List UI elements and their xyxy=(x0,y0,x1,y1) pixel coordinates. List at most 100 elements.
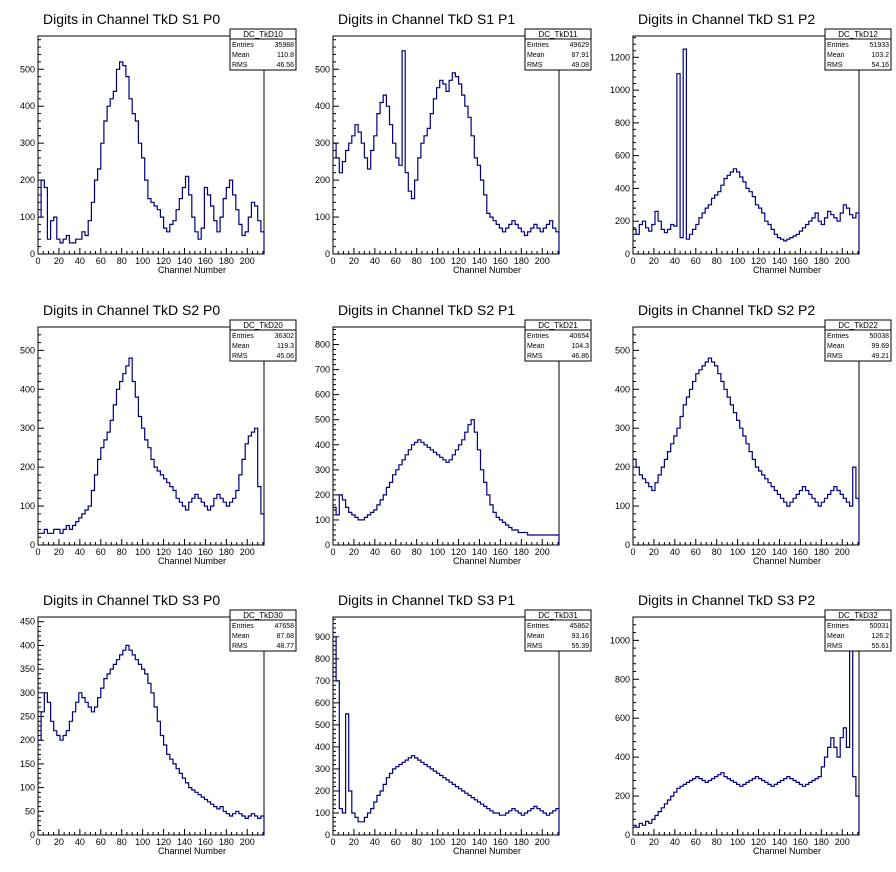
chart-7-stats-entries-value: 47658 xyxy=(275,623,295,630)
chart-2-x-tick-label: 180 xyxy=(514,256,529,266)
chart-9-x-tick-label: 200 xyxy=(835,837,850,847)
chart-7-panel: Digits in Channel TkD S3 P0 0 20 40 60 80 100 1… xyxy=(20,592,297,856)
chart-8-stats-rms-label: RMS xyxy=(527,643,543,650)
chart-3-x-tick-label: 180 xyxy=(814,256,829,266)
chart-8-y-tick-label: 700 xyxy=(315,676,330,686)
chart-3-x-tick-label: 200 xyxy=(835,256,850,266)
chart-2-x-tick-label: 200 xyxy=(535,256,550,266)
chart-3-stats-box xyxy=(824,28,892,71)
chart-5-x-axis-label: Channel Number xyxy=(453,556,521,566)
chart-4-x-tick-label: 20 xyxy=(54,547,64,557)
chart-2-plot-frame xyxy=(332,35,560,255)
chart-6-y-tick-label: 100 xyxy=(615,501,630,511)
chart-4-y-tick-label: 100 xyxy=(20,501,35,511)
chart-9-y-tick-label: 0 xyxy=(625,830,630,840)
chart-5-plot-frame xyxy=(332,326,560,546)
chart-6-x-tick-label: 100 xyxy=(730,547,745,557)
chart-8-stats-rms-value: 55.39 xyxy=(571,643,589,650)
chart-7-stats-rms-label: RMS xyxy=(232,643,248,650)
chart-3-x-tick-label: 140 xyxy=(772,256,787,266)
chart-4-x-tick-label: 200 xyxy=(240,547,255,557)
chart-7-x-tick-label: 40 xyxy=(75,837,85,847)
chart-6-stats-mean-value: 99.69 xyxy=(871,343,889,350)
chart-3-x-tick-label: 160 xyxy=(793,256,808,266)
chart-5-y-tick-label: 800 xyxy=(315,340,330,350)
chart-7-x-tick-label: 60 xyxy=(96,837,106,847)
chart-1-x-axis-label: Channel Number xyxy=(158,265,226,275)
chart-3-x-tick-label: 40 xyxy=(670,256,680,266)
chart-7-y-tick-label: 150 xyxy=(20,759,35,769)
chart-7-x-tick-label: 120 xyxy=(156,837,171,847)
chart-9-x-tick-label: 20 xyxy=(649,837,659,847)
chart-1-plot-frame xyxy=(37,35,265,255)
chart-2-x-tick-label: 140 xyxy=(472,256,487,266)
chart-9-panel: Digits in Channel TkD S3 P2 0 20 40 60 80 100 1… xyxy=(610,592,892,856)
chart-7-histogram-line xyxy=(38,644,265,835)
chart-7-x-tick-label: 180 xyxy=(219,837,234,847)
chart-2-x-tick-label: 120 xyxy=(451,256,466,266)
chart-8-x-tick-label: 200 xyxy=(535,837,550,847)
chart-3-stats-mean-label: Mean xyxy=(827,52,845,59)
chart-4-stats-box xyxy=(229,319,297,362)
chart-3-x-tick-label: 20 xyxy=(649,256,659,266)
chart-9-x-tick-label: 40 xyxy=(670,837,680,847)
chart-6-x-tick-label: 140 xyxy=(772,547,787,557)
chart-1-x-tick-label: 140 xyxy=(177,256,192,266)
chart-5-x-tick-label: 80 xyxy=(412,547,422,557)
chart-9-x-tick-label: 160 xyxy=(793,837,808,847)
chart-7-stats-entries-label: Entries xyxy=(232,623,254,630)
chart-3-stats-rms-label: RMS xyxy=(827,62,843,69)
chart-8-stats-entries-value: 45862 xyxy=(570,623,590,630)
chart-5-y-tick-label: 100 xyxy=(315,515,330,525)
chart-3-stats-entries-label: Entries xyxy=(827,42,849,49)
chart-8-histogram-line xyxy=(333,636,560,835)
chart-3-x-tick-label: 60 xyxy=(691,256,701,266)
chart-1-stats-rms-label: RMS xyxy=(232,62,248,69)
chart-6-x-tick-label: 160 xyxy=(793,547,808,557)
chart-3-y-tick-label: 1000 xyxy=(610,85,630,95)
chart-9-stats-rms-label: RMS xyxy=(827,643,843,650)
chart-4-x-tick-label: 80 xyxy=(117,547,127,557)
chart-8-x-tick-label: 180 xyxy=(514,837,529,847)
chart-7-y-tick-label: 100 xyxy=(20,783,35,793)
chart-5-y-tick-label: 300 xyxy=(315,465,330,475)
chart-6-x-tick-label: 20 xyxy=(649,547,659,557)
chart-6-stats-entries-label: Entries xyxy=(827,333,849,340)
chart-2-y-tick-label: 100 xyxy=(315,212,330,222)
chart-8-y-tick-label: 500 xyxy=(315,720,330,730)
chart-9-stats-rms-value: 55.61 xyxy=(871,643,889,650)
chart-5-x-tick-label: 0 xyxy=(330,547,335,557)
chart-9-stats-mean-label: Mean xyxy=(827,633,845,640)
chart-7-stats-mean-value: 87.68 xyxy=(276,633,294,640)
chart-4-stats-mean-value: 119.3 xyxy=(277,343,294,350)
chart-2-x-tick-label: 80 xyxy=(412,256,422,266)
chart-4-stats-rms-value: 45.06 xyxy=(276,353,294,360)
chart-6-y-tick-label: 200 xyxy=(615,462,630,472)
chart-1-x-tick-label: 20 xyxy=(54,256,64,266)
chart-7-y-tick-label: 400 xyxy=(20,640,35,650)
chart-1-panel: Digits in Channel TkD S1 P0 0 20 40 60 80 100 1… xyxy=(20,11,297,275)
chart-1-x-tick-label: 80 xyxy=(117,256,127,266)
chart-2-x-tick-label: 0 xyxy=(330,256,335,266)
chart-8-stats-mean-value: 93.16 xyxy=(571,633,589,640)
chart-8-x-tick-label: 40 xyxy=(370,837,380,847)
chart-2-stats-entries-value: 49629 xyxy=(570,42,590,49)
chart-1-x-tick-label: 160 xyxy=(198,256,213,266)
chart-9-title: Digits in Channel TkD S3 P2 xyxy=(638,592,815,608)
chart-3-y-tick-label: 0 xyxy=(625,249,630,259)
chart-6-x-tick-label: 200 xyxy=(835,547,850,557)
chart-2-y-tick-label: 200 xyxy=(315,175,330,185)
chart-5-panel: Digits in Channel TkD S2 P1 0 20 40 60 80 100 1… xyxy=(315,302,592,566)
chart-1-stats-mean-label: Mean xyxy=(232,52,250,59)
chart-7-x-tick-label: 140 xyxy=(177,837,192,847)
chart-1-x-tick-label: 100 xyxy=(135,256,150,266)
chart-2-stats-entries-label: Entries xyxy=(527,42,549,49)
chart-2-x-tick-label: 100 xyxy=(430,256,445,266)
chart-7-y-tick-label: 0 xyxy=(30,830,35,840)
chart-7-title: Digits in Channel TkD S3 P0 xyxy=(43,592,220,608)
chart-1-y-tick-label: 0 xyxy=(30,249,35,259)
chart-5-y-tick-label: 600 xyxy=(315,390,330,400)
chart-3-title: Digits in Channel TkD S1 P2 xyxy=(638,11,815,27)
chart-4-stats-mean-label: Mean xyxy=(232,343,250,350)
